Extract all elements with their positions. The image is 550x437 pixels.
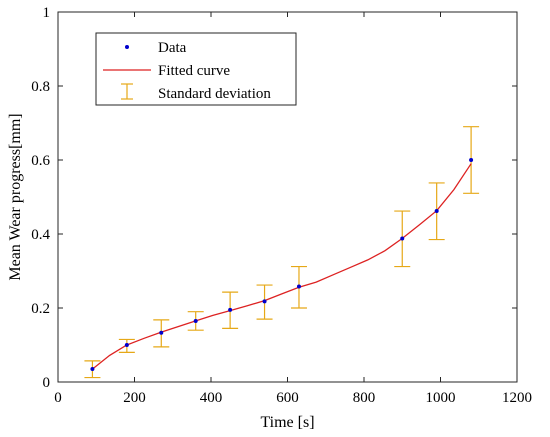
axis-tick-labels: 0 200 400 600 800 1000 1200 0 0.2 0.4 0.6 0.8 1 (31, 5, 532, 406)
x-tick-label: 1000 (426, 390, 456, 406)
data-points (90, 158, 474, 372)
data-point (228, 307, 233, 312)
y-tick-label: 0.2 (31, 301, 50, 317)
legend-errorbar-swatch (121, 83, 133, 100)
x-tick-label: 600 (276, 390, 299, 406)
legend: Data Fitted curve Standard deviation (95, 32, 297, 106)
y-tick-label: 0.6 (31, 153, 50, 169)
data-point (296, 284, 301, 289)
legend-std-label: Standard deviation (158, 86, 271, 102)
data-point (193, 318, 198, 323)
x-tick-label: 0 (54, 390, 62, 406)
legend-data-label: Data (158, 40, 187, 56)
y-tick-label: 1 (43, 5, 51, 21)
x-tick-label: 800 (353, 390, 376, 406)
data-point (262, 299, 267, 304)
fitted-curve-line (91, 163, 472, 370)
legend-data-marker (125, 45, 129, 49)
data-point (434, 209, 439, 214)
y-tick-label: 0.8 (31, 79, 50, 95)
legend-fitted-curve-label: Fitted curve (158, 63, 230, 79)
data-point (400, 236, 405, 241)
axis-ticks (57, 11, 518, 383)
x-axis-label: Time [s] (260, 414, 314, 431)
x-tick-label: 1200 (502, 390, 532, 406)
fitted-curve-group (91, 163, 472, 370)
y-tick-label: 0 (43, 375, 51, 391)
y-axis-label: Mean Wear progress[mm] (7, 113, 24, 280)
data-point (90, 367, 95, 372)
x-tick-label: 200 (123, 390, 146, 406)
data-point (159, 330, 164, 335)
y-tick-label: 0.4 (31, 227, 50, 243)
x-tick-label: 400 (200, 390, 223, 406)
data-point (469, 158, 474, 162)
legend-box (95, 32, 297, 106)
data-point (124, 343, 129, 347)
